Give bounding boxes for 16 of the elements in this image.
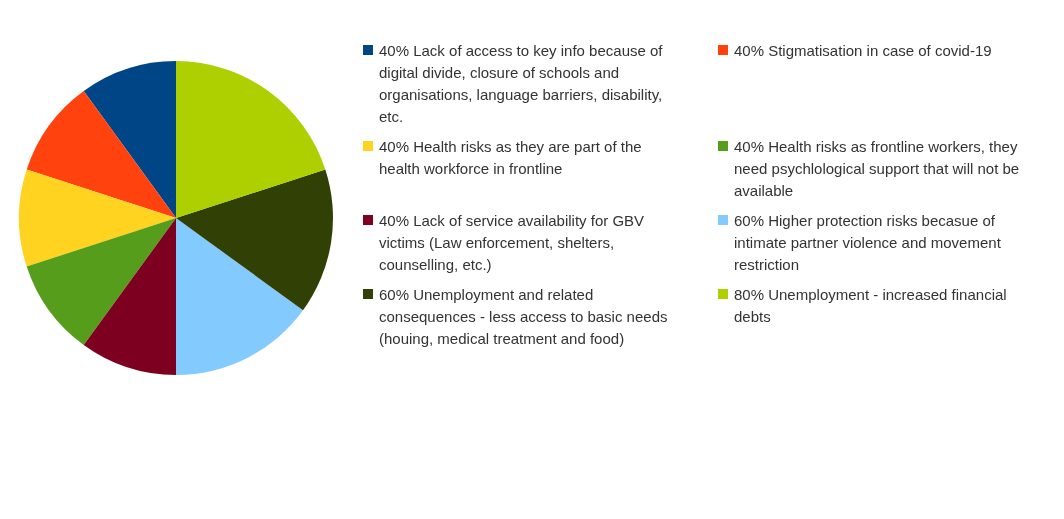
legend-label: 40% Health risks as frontline workers, they need psychlological support that will not be available [734, 138, 1020, 199]
legend-label: 40% Lack of access to key info because of digital divide, closure of schools and organisations, language barriers, disability, etc. [379, 42, 664, 125]
pie-slice [26, 90, 176, 218]
pie-slice [26, 218, 176, 346]
legend-label: 60% Higher protection risks becasue of intimate partner violence and movement restriction [734, 212, 1002, 273]
pie-slice [19, 169, 176, 267]
legend-label: 40% Health risks as they are part of the health workforce in frontline [379, 138, 642, 177]
legend-label: 80% Unemployment - increased financial debts [734, 286, 1007, 325]
legend-label: 40% Stigmatisation in case of covid-19 [734, 42, 992, 59]
pie-slice [176, 169, 333, 311]
legend-label: 60% Unemployment and related consequences - less access to basic needs (houing, medical treatment and food) [379, 286, 668, 347]
pie-slice [176, 218, 304, 375]
pie-slice [83, 218, 176, 375]
pie-slice [176, 61, 326, 218]
legend-label: 40% Lack of service availability for GBV victims (Law enforcement, shelters, counselling, etc.) [379, 212, 645, 273]
pie-slice [83, 61, 176, 218]
